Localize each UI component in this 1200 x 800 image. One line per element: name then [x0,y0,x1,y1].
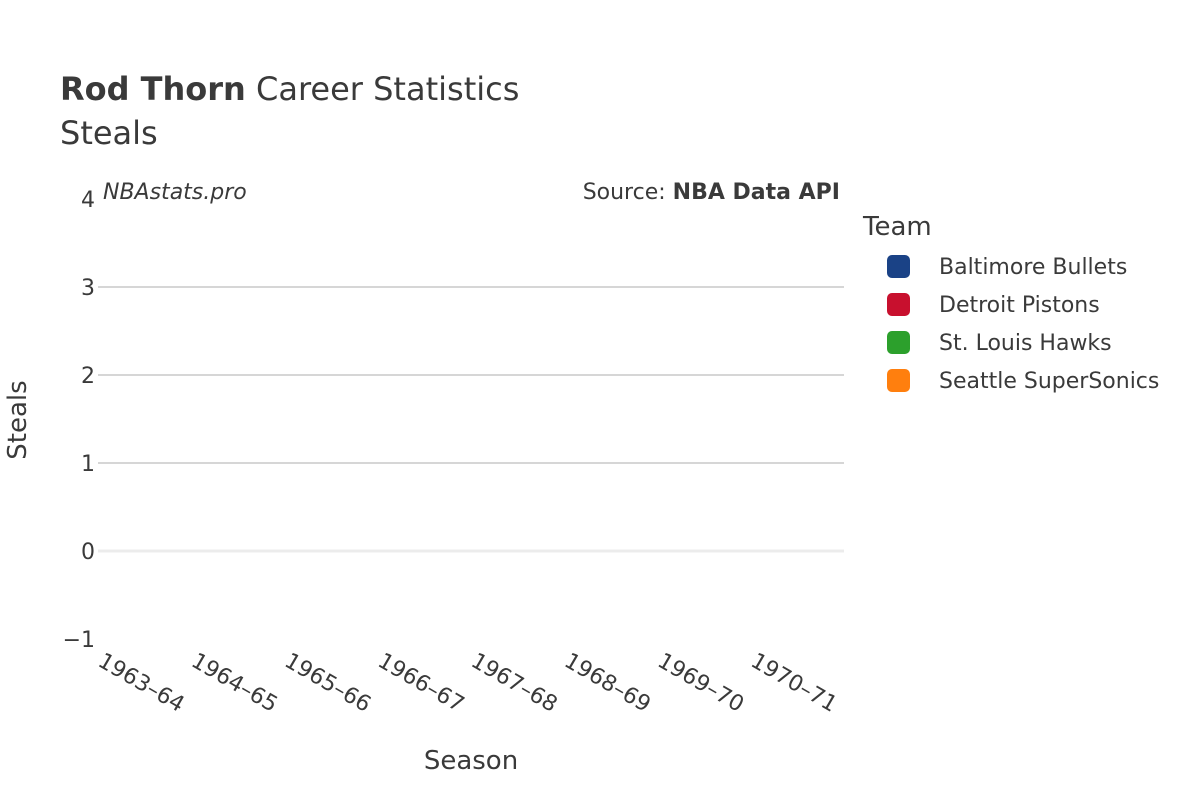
legend-item[interactable]: Detroit Pistons [887,293,1100,318]
x-tick-label: 1966–67 [373,649,468,718]
x-tick-label: 1965–66 [280,649,375,718]
legend-label: Baltimore Bullets [939,255,1127,280]
x-tick-label: 1968–69 [560,649,655,718]
y-tick-label: 4 [81,188,95,213]
y-tick-label: 3 [81,276,95,301]
x-tick-label: 1963–64 [94,649,189,718]
legend-swatch [887,293,910,316]
legend-item[interactable]: Baltimore Bullets [887,255,1127,280]
y-tick-label: 1 [81,452,95,477]
x-tick-label: 1969–70 [653,649,748,718]
gridlines [98,286,844,553]
source-prefix: Source: [583,180,673,205]
legend-title: Team [862,212,932,242]
legend-label: St. Louis Hawks [939,331,1112,356]
legend-label: Detroit Pistons [939,293,1100,318]
legend-item[interactable]: St. Louis Hawks [887,331,1112,356]
x-tick-label: 1964–65 [187,649,282,718]
chart-subtitle: Steals [60,114,158,152]
x-axis-title: Season [424,746,518,776]
legend: Baltimore Bullets Detroit Pistons St. Loui… [887,255,1159,394]
legend-swatch [887,255,910,278]
y-tick-label: 2 [81,364,95,389]
x-tick-label: 1967–68 [467,649,562,718]
legend-label: Seattle SuperSonics [939,369,1159,394]
chart-title: Rod Thorn Career Statistics [60,70,519,108]
legend-swatch [887,331,910,354]
y-tick-labels: −1 0 1 2 3 4 [63,188,95,653]
source-credit: Source: NBA Data API [583,180,840,205]
chart-title-player: Rod Thorn [60,70,246,108]
legend-item[interactable]: Seattle SuperSonics [887,369,1159,394]
watermark: NBAstats.pro [103,180,247,205]
y-axis-title: Steals [3,380,33,459]
y-tick-label: −1 [63,628,95,653]
x-tick-labels: 1963–641964–651965–661966–671967–681968–… [94,649,842,718]
y-tick-label: 0 [81,540,95,565]
source-name: NBA Data API [673,180,840,205]
x-tick-label: 1970–71 [746,649,841,718]
chart-title-rest: Career Statistics [246,70,520,108]
legend-swatch [887,369,910,392]
